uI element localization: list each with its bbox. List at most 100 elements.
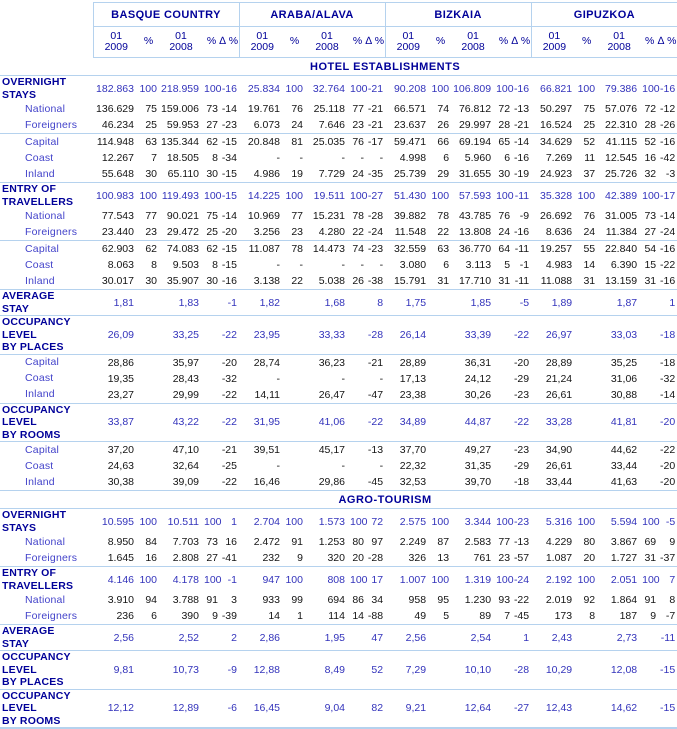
data-cell: 52 (644, 136, 657, 148)
data-cell: 6 (504, 152, 511, 164)
data-cell: 8 (365, 289, 386, 316)
row-label: National (25, 209, 66, 222)
data-cell: 72 (644, 103, 657, 115)
data-cell: -57 (511, 550, 532, 567)
data-cell: -21 (511, 117, 532, 134)
data-cell (496, 354, 511, 371)
data-cell: 19.257 (540, 243, 573, 255)
data-cell: 2,54 (450, 624, 497, 651)
data-cell: 76 (352, 136, 364, 148)
data-cell: 2.583 (464, 536, 492, 548)
data-cell: -14 (657, 386, 677, 404)
data-cell: 25 (204, 224, 219, 241)
data-cell: - (341, 460, 346, 472)
data-cell: -88 (365, 608, 386, 625)
data-cell: 100 (431, 573, 450, 586)
data-cell: 33,87 (93, 403, 139, 442)
table-row-national: National 3.910 94 3.788 91 3 933 99 694 86 34 958 95… (0, 592, 677, 608)
data-cell: -19 (511, 166, 532, 183)
data-cell: 390 (158, 608, 204, 625)
data-cell: 73 (206, 103, 218, 115)
data-cell: 1.230 (464, 594, 492, 606)
data-cell (285, 289, 304, 316)
table-row-national: National 8.950 84 7.703 73 16 2.472 91 1.253 80 97… (0, 534, 677, 550)
data-cell (350, 289, 365, 316)
row-label: AVERAGE STAY (0, 624, 93, 651)
row-label: Inland (0, 474, 93, 491)
data-cell (139, 403, 158, 442)
data-cell: 31,06 (610, 372, 638, 385)
data-cell: 7 (496, 608, 512, 625)
data-cell: 36.770 (458, 243, 492, 255)
data-cell: - (341, 259, 346, 271)
data-cell: 43.785 (458, 210, 492, 222)
data-cell: 25 (139, 117, 158, 134)
data-cell: 26,61 (531, 386, 578, 404)
data-cell: - (360, 152, 365, 164)
data-cell: 81 (291, 136, 303, 148)
data-cell (285, 458, 304, 474)
data-cell: 22 (431, 224, 451, 241)
data-cell (431, 289, 451, 316)
data-cell: 9.503 (172, 259, 199, 271)
data-cell: 1.007 (399, 573, 427, 586)
data-cell: 76.812 (458, 103, 492, 115)
table-row-capital: Capital 28,86 35,97 -20 28,74 36,23 -21 28,89 36… (0, 354, 677, 371)
data-cell: 326 (385, 550, 432, 567)
data-cell: -13 (513, 103, 530, 115)
data-cell: 34,90 (545, 444, 573, 456)
table-row-coast: Coast 24,63 32,64 -25 - - - 22,32 31,35 -29 26,61 3… (0, 458, 677, 474)
data-cell: 100 (496, 573, 514, 586)
data-cell: -37 (657, 550, 677, 567)
data-cell (642, 442, 657, 459)
data-cell (204, 386, 219, 404)
data-cell: 19.761 (247, 103, 280, 115)
data-cell: 43,22 (158, 403, 204, 442)
period-header-basque-country-01-2009: 01 2009 (92, 26, 139, 58)
data-cell (431, 354, 450, 371)
data-cell: 23.637 (385, 117, 432, 134)
data-cell: 77.543 (101, 210, 134, 222)
data-cell (350, 458, 365, 474)
data-cell: 69 (644, 536, 657, 548)
data-cell: - (360, 259, 365, 271)
data-cell: 30 (139, 273, 158, 290)
data-cell: 27 (204, 117, 219, 134)
row-label: Coast (25, 151, 54, 164)
data-cell: 7.269 (545, 152, 573, 164)
data-cell: 11.548 (385, 224, 432, 241)
table-row-occupancy-level-by-places: OCCUPANCY LEVEL BY PLACES 9,81 10,73 -9 12,8… (0, 650, 677, 690)
data-cell: 10,73 (158, 650, 204, 690)
row-label: OCCUPANCY LEVEL BY PLACES (0, 315, 93, 355)
data-cell (642, 354, 657, 371)
row-label: OVERNIGHT STAYS (2, 76, 67, 101)
region-header-araba-alava: ARABA/ALAVA (238, 2, 386, 27)
data-cell: 76 (583, 210, 596, 222)
period-header-araba-alava-: % (350, 26, 365, 58)
data-cell: -22 (219, 474, 239, 491)
data-cell: 2.808 (158, 550, 204, 567)
data-cell: -11 (657, 624, 677, 651)
data-cell: 73 (206, 536, 218, 548)
section-band-agro-tourism: AGRO-TOURISM (0, 490, 677, 509)
data-cell: 218.959 (161, 82, 199, 95)
row-label: Coast (25, 258, 54, 271)
data-cell: 10.595 (101, 515, 134, 528)
data-cell: 5.960 (464, 152, 492, 164)
data-cell: -26 (657, 117, 677, 134)
data-cell: 62 (145, 243, 157, 255)
region-header-bizkaia: BIZKAIA (384, 2, 532, 27)
data-cell: - (379, 259, 384, 271)
data-cell: 8.950 (107, 536, 134, 548)
period-header-araba-alava-01-2008: 01 2008 (304, 26, 350, 58)
data-cell: 23,38 (385, 386, 432, 404)
period-header-gipuzkoa-: ∆ % (657, 26, 677, 58)
data-cell: 1,83 (158, 289, 204, 316)
data-cell: -20 (219, 224, 239, 241)
data-cell: 947 (262, 573, 280, 586)
data-cell (204, 354, 219, 371)
data-cell (642, 315, 658, 355)
data-cell: -32 (221, 372, 237, 385)
table-row-national: National 77.543 77 90.021 75 -14 10.969 77 15.23… (0, 208, 677, 224)
data-cell: -9 (219, 650, 239, 690)
